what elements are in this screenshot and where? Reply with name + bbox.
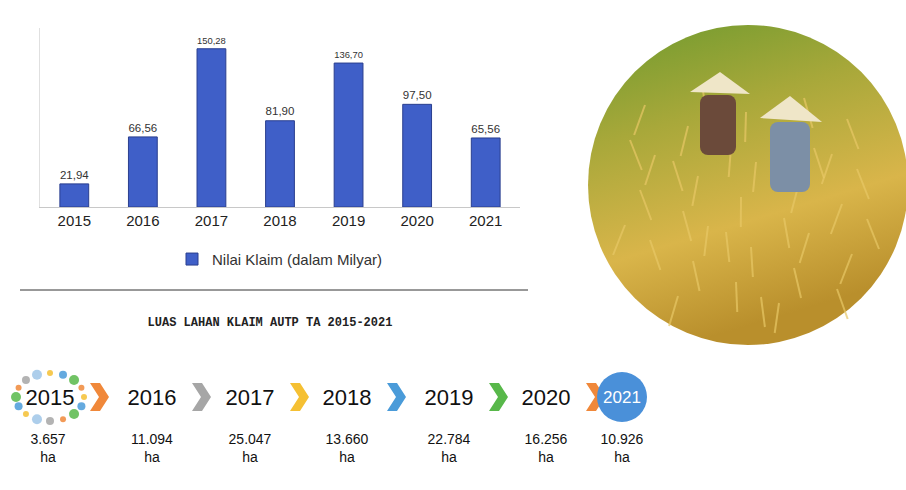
- svg-text:ha: ha: [242, 449, 258, 465]
- svg-text:11.094: 11.094: [131, 431, 173, 447]
- svg-text:2019: 2019: [332, 212, 365, 229]
- svg-text:2016: 2016: [128, 385, 177, 410]
- svg-text:25.047: 25.047: [229, 431, 272, 447]
- svg-text:2020: 2020: [522, 385, 571, 410]
- svg-text:2017: 2017: [226, 385, 275, 410]
- svg-text:ha: ha: [441, 449, 457, 465]
- svg-text:150,28: 150,28: [197, 35, 226, 46]
- svg-text:136,70: 136,70: [334, 49, 363, 60]
- svg-text:ha: ha: [339, 449, 355, 465]
- svg-text:97,50: 97,50: [403, 89, 432, 101]
- svg-text:65,56: 65,56: [471, 123, 500, 135]
- svg-text:2017: 2017: [195, 212, 228, 229]
- svg-text:16.256: 16.256: [525, 431, 568, 447]
- svg-text:2021: 2021: [469, 212, 502, 229]
- svg-text:10.926: 10.926: [601, 431, 644, 447]
- svg-text:66,56: 66,56: [128, 122, 157, 134]
- svg-text:Nilai Klaim (dalam Milyar): Nilai Klaim (dalam Milyar): [212, 251, 382, 268]
- svg-text:3.657: 3.657: [30, 431, 65, 447]
- svg-text:2016: 2016: [126, 212, 159, 229]
- svg-text:2019: 2019: [425, 385, 474, 410]
- svg-text:ha: ha: [40, 449, 56, 465]
- svg-text:2015: 2015: [26, 385, 75, 410]
- svg-text:2018: 2018: [323, 385, 372, 410]
- svg-text:21,94: 21,94: [60, 169, 89, 181]
- svg-text:2015: 2015: [58, 212, 91, 229]
- svg-text:81,90: 81,90: [266, 105, 295, 117]
- svg-text:2020: 2020: [400, 212, 433, 229]
- svg-text:ha: ha: [144, 449, 160, 465]
- svg-text:22.784: 22.784: [428, 431, 471, 447]
- svg-text:2018: 2018: [263, 212, 296, 229]
- svg-text:LUAS LAHAN KLAIM AUTP TA 2015-: LUAS LAHAN KLAIM AUTP TA 2015-2021: [148, 316, 393, 330]
- svg-text:ha: ha: [614, 449, 630, 465]
- svg-text:ha: ha: [538, 449, 554, 465]
- svg-text:13.660: 13.660: [326, 431, 369, 447]
- svg-text:2021: 2021: [603, 388, 641, 407]
